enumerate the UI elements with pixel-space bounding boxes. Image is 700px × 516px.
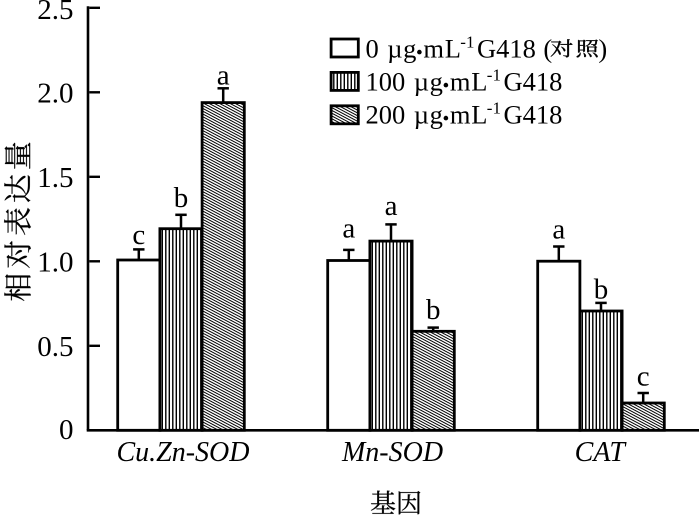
svg-text:-1: -1 bbox=[487, 99, 501, 118]
svg-text:1.0: 1.0 bbox=[37, 246, 73, 278]
svg-text:0.5: 0.5 bbox=[37, 331, 73, 363]
svg-text:Cu.Zn-SOD: Cu.Zn-SOD bbox=[116, 437, 249, 468]
svg-text:mL: mL bbox=[450, 66, 488, 96]
svg-text:b: b bbox=[594, 274, 609, 306]
svg-text:CAT: CAT bbox=[575, 437, 628, 468]
svg-text:0: 0 bbox=[366, 33, 379, 63]
svg-text:G418: G418 bbox=[477, 33, 536, 63]
svg-text:a: a bbox=[552, 214, 565, 246]
svg-text:mL: mL bbox=[423, 33, 461, 63]
svg-text:2.0: 2.0 bbox=[37, 77, 73, 109]
svg-text:b: b bbox=[426, 294, 441, 326]
svg-text:0: 0 bbox=[59, 414, 74, 446]
svg-text:2.5: 2.5 bbox=[37, 0, 73, 26]
svg-text:µg: µg bbox=[387, 33, 417, 63]
svg-text:G418: G418 bbox=[504, 99, 563, 129]
svg-text:G418: G418 bbox=[504, 66, 563, 96]
svg-text:c: c bbox=[637, 360, 650, 392]
svg-text:200: 200 bbox=[366, 99, 406, 129]
svg-text:mL: mL bbox=[450, 99, 488, 129]
svg-text:-1: -1 bbox=[460, 33, 474, 52]
svg-text:µg: µg bbox=[414, 66, 444, 96]
svg-text:b: b bbox=[174, 182, 189, 214]
svg-text:1.5: 1.5 bbox=[37, 162, 73, 194]
svg-text:Mn-SOD: Mn-SOD bbox=[341, 437, 443, 468]
svg-text:a: a bbox=[385, 190, 398, 222]
svg-text:c: c bbox=[132, 219, 145, 251]
svg-text:): ) bbox=[598, 33, 607, 63]
svg-text:100: 100 bbox=[366, 66, 406, 96]
svg-text:(: ( bbox=[543, 33, 552, 63]
svg-text:a: a bbox=[342, 212, 355, 244]
svg-text:µg: µg bbox=[414, 99, 444, 129]
svg-text:-1: -1 bbox=[487, 66, 501, 85]
svg-text:a: a bbox=[217, 59, 230, 91]
